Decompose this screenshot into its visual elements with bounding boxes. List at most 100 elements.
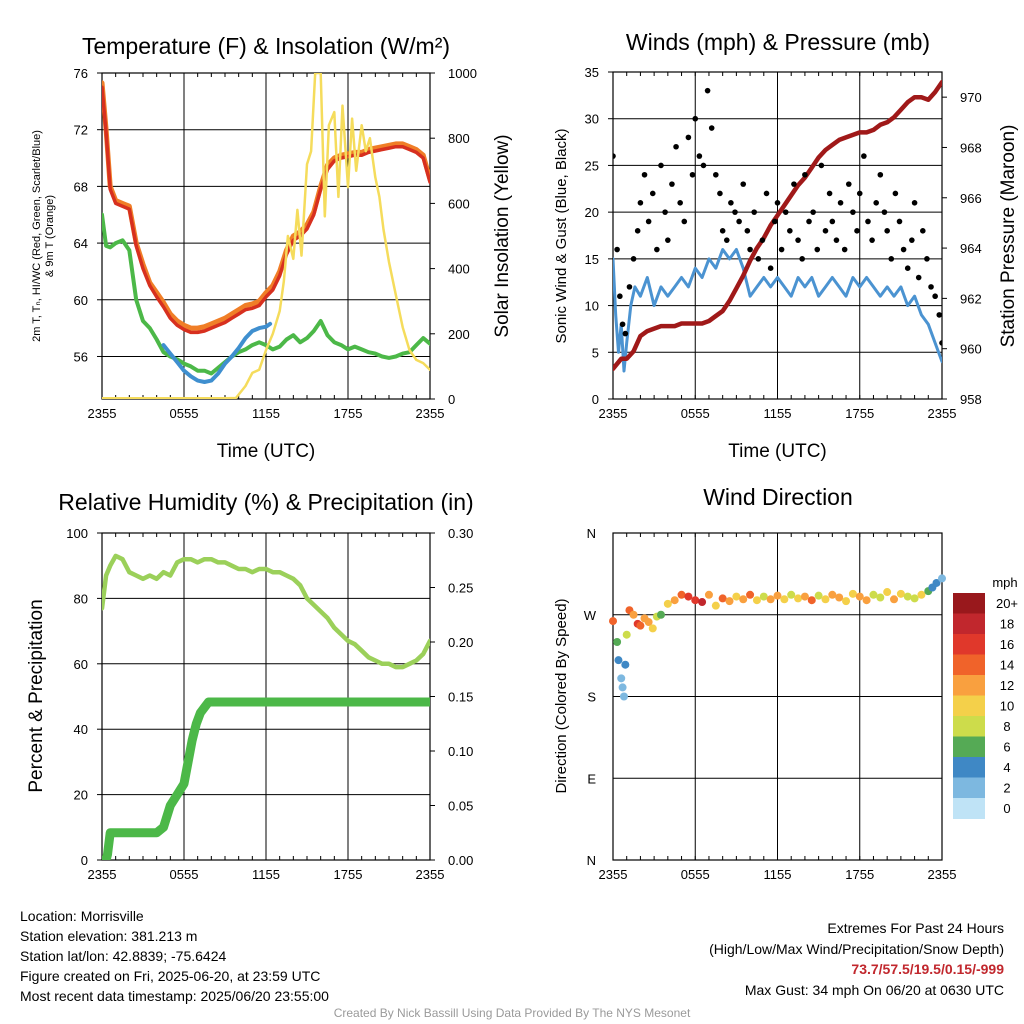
gust-point (888, 256, 895, 262)
direction-point (609, 617, 617, 626)
x-tick-label: 0555 (170, 406, 199, 421)
precip-series-line (102, 697, 430, 860)
x-tick-label: 2355 (88, 867, 117, 882)
legend-swatch (953, 675, 985, 696)
y2-tick-label: 958 (960, 392, 982, 407)
x-tick-label: 2355 (928, 406, 957, 421)
direction-point (773, 591, 782, 600)
direction-point (890, 595, 899, 604)
y2-tick-label: 0.10 (448, 744, 473, 759)
direction-point (910, 594, 919, 603)
gust-point (662, 209, 668, 215)
direction-point (932, 578, 941, 587)
direction-point (794, 594, 803, 603)
x-axis-label: Time (UTC) (217, 441, 316, 462)
y2-tick-label: 964 (960, 241, 982, 256)
gust-point (939, 340, 942, 346)
y-tick-label: 60 (74, 293, 88, 308)
panel-2: 2355 0555 1155 1755 2355 Winds (mph) & Pressu… (553, 29, 1019, 462)
direction-point (869, 590, 878, 599)
gust-point (791, 181, 797, 187)
direction-point (855, 592, 864, 601)
gust-point (829, 218, 836, 225)
direction-point (746, 590, 755, 599)
temp-series-line (102, 85, 430, 335)
x-tick-label: 1155 (764, 867, 792, 882)
y-tick-label: 76 (74, 66, 88, 81)
direction-point (711, 601, 720, 610)
y-tick-label: 60 (74, 657, 88, 672)
y-tick-label: S (587, 690, 596, 705)
gust-point (873, 200, 879, 206)
x-tick-label: 1155 (764, 406, 792, 421)
x-tick-label: 2355 (928, 867, 957, 882)
direction-point (677, 590, 686, 599)
y2-axis-label: Solar Insolation (Yellow) (492, 134, 513, 337)
gust-point (904, 265, 911, 272)
y2-tick-label: 1000 (448, 66, 477, 81)
gust-point (782, 209, 789, 215)
y-tick-label: 56 (74, 349, 88, 364)
gust-point (681, 218, 688, 225)
gust-point (696, 153, 703, 159)
gust-point (818, 162, 825, 169)
gust-point (641, 171, 648, 178)
gust-point (787, 228, 793, 234)
direction-point (780, 595, 789, 604)
gust-point (861, 153, 867, 159)
gust-point (614, 246, 620, 253)
direction-point (718, 594, 727, 603)
direction-point (636, 621, 645, 630)
gust-point (763, 190, 770, 197)
gust-point (837, 200, 844, 206)
panel-3: 2355 0555 1155 1755 2355 Relative Humidity (%… (26, 489, 474, 882)
gust-point (713, 171, 719, 178)
gust-point (767, 265, 774, 272)
legend-swatch (953, 716, 985, 737)
direction-point (848, 589, 857, 598)
y2-tick-label: 400 (448, 262, 470, 277)
direction-point (821, 595, 830, 604)
legend-swatch (953, 613, 985, 635)
gust-point (626, 284, 633, 290)
direction-point (883, 588, 892, 597)
x-tick-label: 1155 (252, 406, 280, 421)
direction-point (842, 597, 851, 606)
legend-label: 18 (1000, 617, 1014, 632)
direction-point (752, 596, 761, 605)
windchill-series-line (161, 321, 273, 384)
x-axis-label: Time (UTC) (728, 441, 827, 462)
gust-point (637, 200, 644, 206)
wind-series-line (613, 248, 942, 373)
legend-swatch (953, 634, 985, 655)
legend-swatch (953, 757, 985, 778)
gust-point (723, 237, 730, 243)
direction-point (917, 590, 926, 599)
y2-tick-label: 966 (960, 191, 982, 206)
direction-point (670, 596, 679, 605)
y2-tick-label: 600 (448, 196, 470, 211)
gust-point (795, 237, 801, 243)
gust-point (802, 171, 808, 178)
gust-point (685, 134, 692, 141)
x-tick-label: 2355 (88, 406, 117, 421)
y2-tick-label: 962 (960, 291, 982, 306)
legend-swatch (953, 777, 985, 799)
temperature-series (102, 73, 430, 399)
direction-point (648, 624, 657, 633)
gust-point (936, 312, 942, 318)
direction-point (622, 630, 631, 639)
gust-point (708, 125, 715, 131)
gust-point (700, 162, 707, 169)
direction-point (663, 599, 672, 608)
gust-point (810, 209, 816, 215)
legend-label: 10 (1000, 699, 1014, 714)
panel-1: 2355 0555 1155 1755 2355 Temperature (F) & In… (31, 33, 513, 462)
gust-point (689, 171, 696, 178)
direction-point (698, 598, 707, 607)
gust-point (677, 200, 683, 206)
direction-point (691, 596, 700, 605)
x-tick-label: 0555 (170, 867, 199, 882)
direction-point (938, 574, 946, 583)
